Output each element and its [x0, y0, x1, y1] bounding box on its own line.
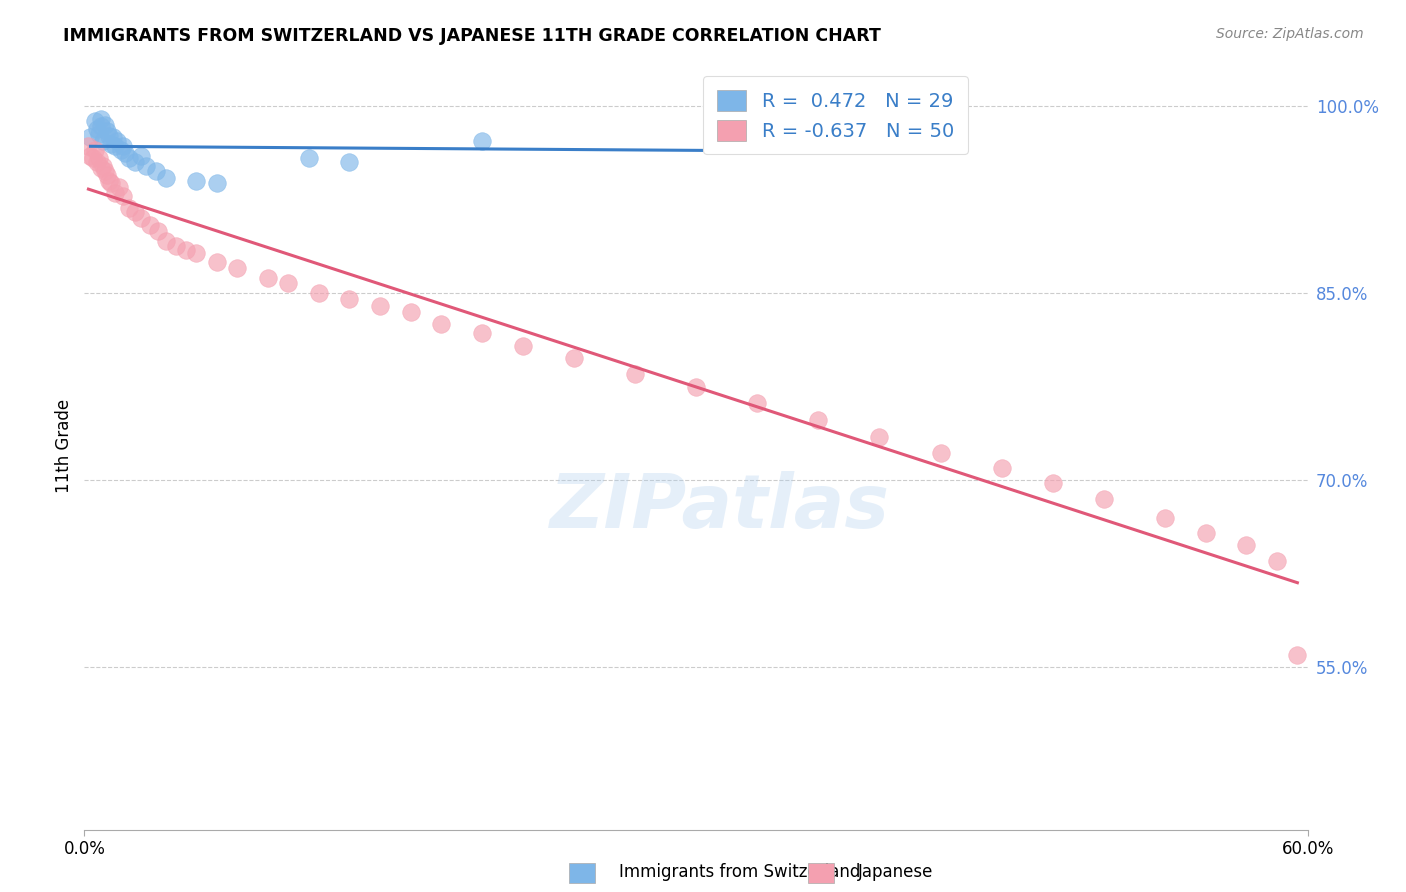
Point	[1092, 491, 1115, 506]
Point	[79, 149, 101, 163]
Point	[91, 159, 114, 173]
Point	[205, 177, 228, 191]
Point	[186, 246, 208, 260]
Point	[1195, 525, 1218, 540]
Point	[82, 152, 104, 166]
Point	[112, 189, 135, 203]
Point	[114, 146, 136, 161]
Point	[86, 155, 108, 169]
Point	[155, 234, 177, 248]
Point	[562, 351, 585, 365]
Point	[1286, 648, 1309, 662]
Point	[86, 121, 108, 136]
Point	[226, 261, 249, 276]
Point	[100, 136, 122, 151]
Point	[93, 118, 115, 132]
Point	[79, 130, 101, 145]
Text: Japanese: Japanese	[858, 863, 934, 881]
Point	[512, 338, 534, 352]
Point	[104, 139, 127, 153]
Text: IMMIGRANTS FROM SWITZERLAND VS JAPANESE 11TH GRADE CORRELATION CHART: IMMIGRANTS FROM SWITZERLAND VS JAPANESE …	[63, 27, 882, 45]
Point	[97, 174, 120, 188]
Point	[131, 149, 153, 163]
Point	[118, 152, 141, 166]
Point	[430, 318, 453, 332]
Point	[339, 293, 361, 307]
Point	[124, 155, 146, 169]
Point	[991, 460, 1014, 475]
Point	[77, 139, 100, 153]
Y-axis label: 11th Grade: 11th Grade	[55, 399, 73, 493]
Point	[308, 286, 330, 301]
Point	[124, 205, 146, 219]
Point	[96, 168, 118, 182]
Point	[368, 299, 391, 313]
Point	[747, 396, 769, 410]
Point	[131, 211, 153, 226]
Text: ZIPatlas: ZIPatlas	[550, 471, 890, 544]
Legend: R =  0.472   N = 29, R = -0.637   N = 50: R = 0.472 N = 29, R = -0.637 N = 50	[703, 76, 967, 154]
Point	[165, 239, 187, 253]
Point	[205, 255, 228, 269]
Point	[399, 305, 422, 319]
Point	[146, 224, 169, 238]
Point	[108, 180, 131, 194]
Point	[100, 177, 122, 191]
Text: Immigrants from Switzerland: Immigrants from Switzerland	[619, 863, 860, 881]
Point	[186, 174, 208, 188]
Point	[155, 171, 177, 186]
Point	[869, 430, 891, 444]
Point	[112, 139, 135, 153]
Point	[471, 134, 494, 148]
Point	[87, 152, 110, 166]
Point	[1154, 510, 1177, 524]
Point	[471, 326, 494, 340]
Point	[110, 143, 132, 157]
Point	[96, 124, 118, 138]
Point	[145, 164, 167, 178]
Point	[1265, 554, 1288, 568]
Point	[104, 186, 127, 201]
Point	[97, 129, 120, 144]
Text: Source: ZipAtlas.com: Source: ZipAtlas.com	[1216, 27, 1364, 41]
Point	[929, 446, 952, 460]
Point	[91, 134, 114, 148]
Point	[138, 218, 160, 232]
Point	[1236, 538, 1258, 552]
Point	[277, 277, 299, 291]
Point	[257, 271, 280, 285]
Point	[624, 368, 647, 382]
Point	[90, 119, 112, 133]
Point	[135, 159, 157, 173]
Point	[83, 143, 105, 157]
Point	[174, 243, 197, 257]
Point	[90, 112, 112, 126]
Point	[90, 161, 112, 176]
Point	[101, 130, 124, 145]
Point	[298, 152, 321, 166]
Point	[93, 164, 115, 178]
Point	[339, 155, 361, 169]
Point	[83, 114, 105, 128]
Point	[105, 134, 128, 148]
Point	[685, 380, 707, 394]
Point	[118, 202, 141, 216]
Point	[87, 127, 110, 141]
Point	[1042, 475, 1064, 490]
Point	[706, 118, 728, 132]
Point	[807, 413, 830, 427]
